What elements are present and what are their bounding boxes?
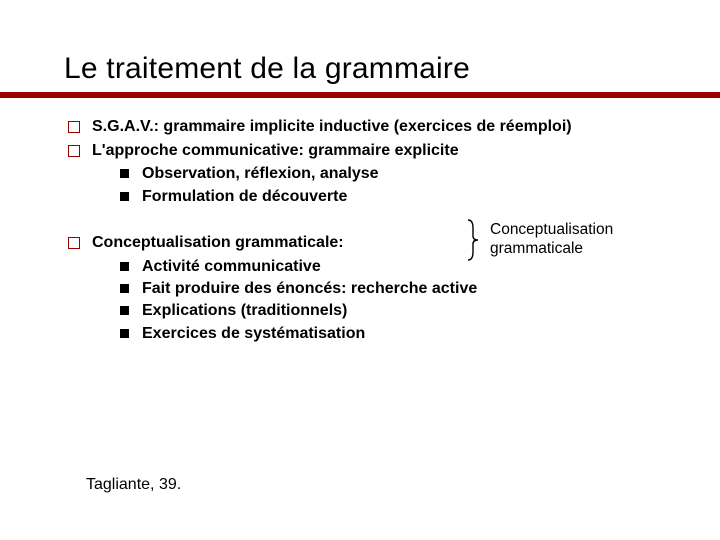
brace-line2: grammaticale bbox=[490, 240, 583, 257]
sub-list-communicative: Observation, réflexion, analyse Formulat… bbox=[92, 163, 680, 208]
sub-list-conceptualisation: Activité communicative Fait produire des… bbox=[92, 256, 680, 346]
brace-icon bbox=[464, 218, 482, 262]
citation: Tagliante, 39. bbox=[86, 476, 181, 494]
sub-enonces: Fait produire des énoncés: recherche act… bbox=[92, 278, 680, 300]
slide-title: Le traitement de la grammaire bbox=[64, 52, 680, 86]
brace-label: Conceptualisation grammaticale bbox=[490, 221, 613, 258]
slide-container: Le traitement de la grammaire S.G.A.V.: … bbox=[0, 0, 720, 540]
bullet-communicative: L'approche communicative: grammaire expl… bbox=[64, 140, 680, 208]
brace-annotation: Conceptualisation grammaticale bbox=[464, 218, 613, 262]
bullet-communicative-text: L'approche communicative: grammaire expl… bbox=[92, 142, 459, 159]
bullet-conceptualisation-text: Conceptualisation grammaticale: bbox=[92, 234, 344, 251]
sub-observation: Observation, réflexion, analyse bbox=[92, 163, 680, 185]
brace-line1: Conceptualisation bbox=[490, 221, 613, 238]
sub-explications: Explications (traditionnels) bbox=[92, 300, 680, 322]
sub-formulation: Formulation de découverte bbox=[92, 186, 680, 208]
title-underline bbox=[0, 92, 720, 98]
sub-exercices: Exercices de systématisation bbox=[92, 323, 680, 345]
bullet-sgav: S.G.A.V.: grammaire implicite inductive … bbox=[64, 116, 680, 138]
